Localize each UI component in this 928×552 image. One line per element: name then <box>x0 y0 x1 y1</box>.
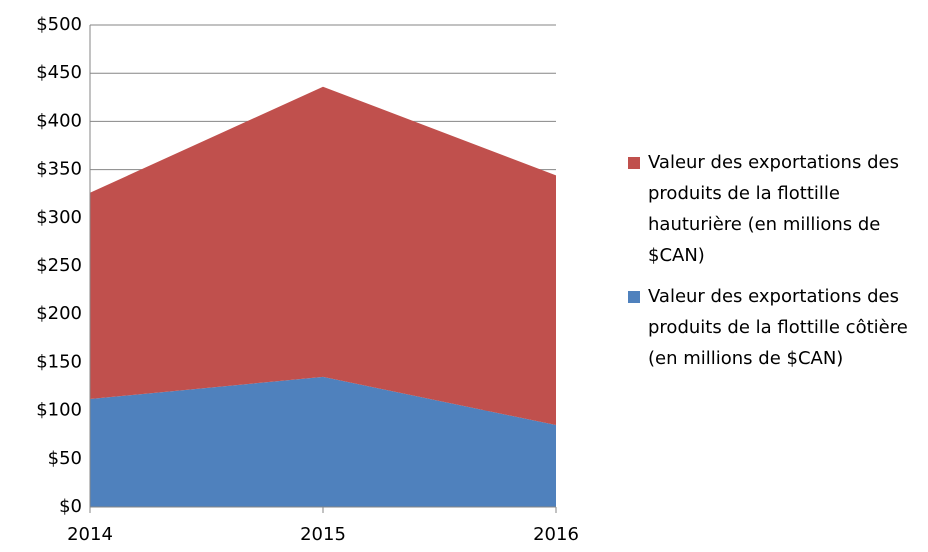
x-tick-label: 2014 <box>67 524 113 545</box>
y-tick-label: $50 <box>48 448 82 469</box>
y-tick-label: $250 <box>36 255 82 276</box>
legend-swatch <box>628 157 640 169</box>
y-tick-label: $400 <box>36 110 82 131</box>
y-tick-label: $500 <box>36 14 82 35</box>
y-tick-label: $300 <box>36 207 82 228</box>
legend-label: Valeur des exportations des produits de … <box>648 286 908 369</box>
areas <box>90 86 556 507</box>
x-tick-label: 2016 <box>533 524 579 545</box>
legend-item: Valeur des exportations des produits de … <box>628 147 918 271</box>
y-tick-label: $350 <box>36 159 82 180</box>
legend-swatch <box>628 291 640 303</box>
area <box>90 86 556 426</box>
y-tick-label: $200 <box>36 303 82 324</box>
legend-label: Valeur des exportations des produits de … <box>648 152 899 266</box>
legend: Valeur des exportations des produits de … <box>628 147 918 384</box>
x-tick-label: 2015 <box>300 524 346 545</box>
y-tick-label: $450 <box>36 62 82 83</box>
y-tick-label: $0 <box>59 496 82 517</box>
legend-item: Valeur des exportations des produits de … <box>628 281 918 374</box>
y-tick-label: $150 <box>36 351 82 372</box>
area <box>90 376 556 507</box>
y-tick-label: $100 <box>36 400 82 421</box>
